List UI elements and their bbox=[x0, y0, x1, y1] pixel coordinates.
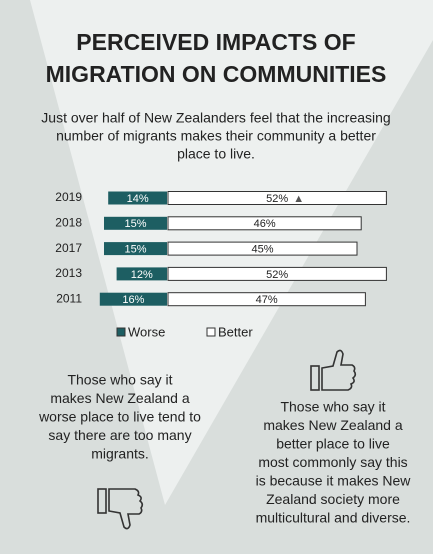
left-note: say there are too many bbox=[48, 427, 191, 443]
right-note: makes New Zealand a bbox=[263, 417, 403, 433]
worse-bar bbox=[104, 242, 167, 256]
chart-title: MIGRATION ON COMMUNITIES bbox=[46, 61, 387, 87]
right-note: is because it makes New bbox=[256, 473, 412, 489]
subtitle: number of migrants makes their community… bbox=[56, 128, 376, 144]
thumbs-up-icon bbox=[310, 349, 357, 391]
worse-bar bbox=[116, 267, 167, 281]
subtitle: Just over half of New Zealanders feel th… bbox=[41, 110, 390, 126]
year-label: 2018 bbox=[55, 215, 82, 229]
worse-value-label: 12% bbox=[131, 269, 153, 281]
worse-value-label: 16% bbox=[122, 294, 144, 306]
worse-value-label: 15% bbox=[124, 218, 146, 230]
right-note: most commonly say this bbox=[258, 454, 407, 470]
legend-label: Better bbox=[218, 324, 253, 339]
legend-swatch bbox=[116, 327, 126, 337]
better-bar bbox=[167, 241, 358, 256]
legend-label: Worse bbox=[128, 324, 165, 339]
worse-value-label: 14% bbox=[127, 193, 149, 205]
left-note: migrants. bbox=[91, 446, 149, 462]
left-note: worse place to live tend to bbox=[38, 409, 201, 425]
worse-bar bbox=[104, 216, 167, 230]
better-bar bbox=[167, 292, 366, 307]
better-bar bbox=[167, 191, 387, 205]
year-label: 2017 bbox=[55, 241, 82, 255]
better-value-label: 52% bbox=[266, 193, 288, 205]
right-note: Those who say it bbox=[280, 399, 385, 415]
right-note: better place to live bbox=[276, 436, 390, 452]
better-value-label: 46% bbox=[254, 218, 276, 230]
annotation: ▲ bbox=[293, 193, 304, 205]
thumbs-down-icon bbox=[97, 488, 144, 530]
right-note: Zealand society more bbox=[266, 491, 400, 507]
legend-swatch bbox=[206, 327, 216, 337]
better-value-label: 45% bbox=[251, 244, 273, 256]
worse-bar bbox=[99, 292, 167, 306]
better-bar bbox=[167, 216, 362, 231]
worse-bar bbox=[108, 191, 167, 205]
subtitle: place to live. bbox=[177, 146, 255, 162]
year-label: 2011 bbox=[56, 291, 82, 305]
chart-title: PERCEIVED IMPACTS OF bbox=[76, 29, 355, 55]
worse-value-label: 15% bbox=[124, 244, 146, 256]
better-value-label: 52% bbox=[266, 269, 288, 281]
year-label: 2019 bbox=[55, 190, 82, 204]
better-value-label: 47% bbox=[256, 294, 278, 306]
better-bar bbox=[167, 266, 387, 281]
right-note: multicultural and diverse. bbox=[256, 510, 411, 526]
left-note: Those who say it bbox=[67, 372, 172, 388]
left-note: makes New Zealand a bbox=[50, 390, 190, 406]
year-label: 2013 bbox=[55, 266, 82, 280]
